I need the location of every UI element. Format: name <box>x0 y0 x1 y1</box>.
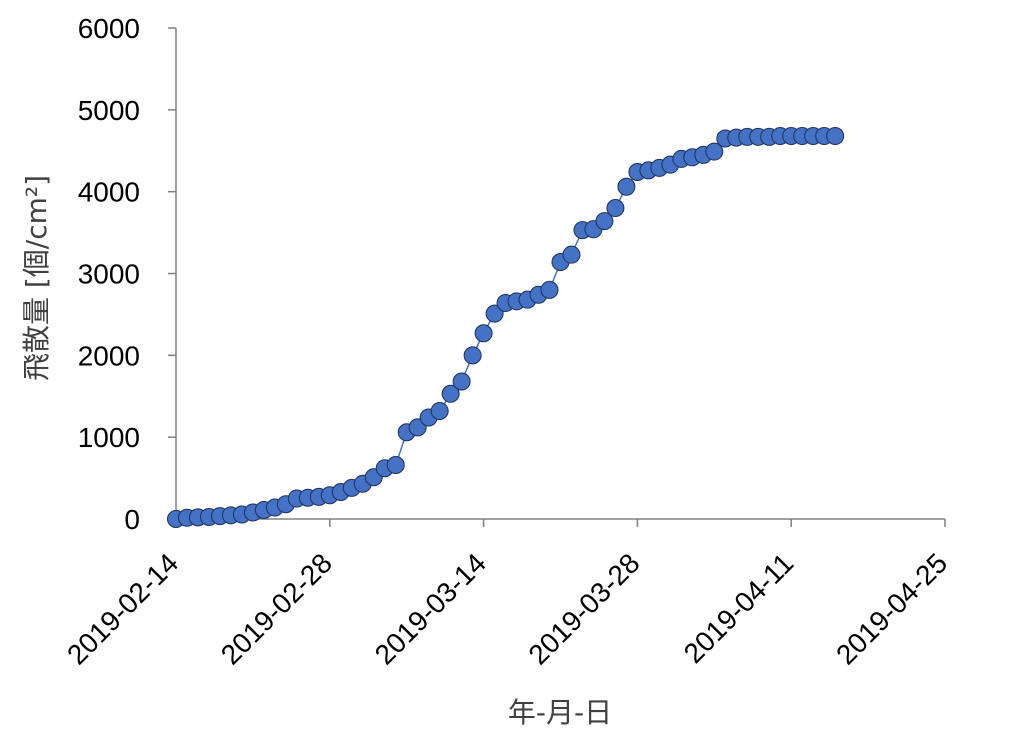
y-tick-label: 5000 <box>78 95 140 126</box>
y-tick-label: 2000 <box>78 340 140 371</box>
data-point <box>606 199 625 218</box>
x-ticks: 2019-02-14 2019-02-28 2019-03-14 2019-03-28… <box>61 519 953 671</box>
data-point <box>826 127 845 146</box>
data-point <box>452 372 471 391</box>
data-point <box>485 304 504 323</box>
y-ticks: 0 1000 2000 3000 4000 5000 6000 <box>78 13 176 535</box>
y-tick-label: 4000 <box>78 177 140 208</box>
x-tick-label: 2019-02-14 <box>61 547 184 670</box>
x-tick-label: 2019-04-25 <box>830 547 953 670</box>
data-point <box>430 401 449 420</box>
data-point <box>705 142 724 161</box>
data-point <box>474 324 493 343</box>
x-tick-label: 2019-03-14 <box>369 547 492 670</box>
axes <box>175 28 945 520</box>
x-tick-label: 2019-03-28 <box>522 547 645 670</box>
y-axis-title: 飛散量 [個/cm²] <box>20 175 53 381</box>
data-point <box>617 177 636 196</box>
y-tick-label: 1000 <box>78 422 140 453</box>
data-point <box>386 455 405 474</box>
data-point <box>540 280 559 299</box>
data-point <box>562 245 581 264</box>
data-point <box>441 384 460 403</box>
y-tick-label: 6000 <box>78 13 140 44</box>
data-point <box>463 346 482 365</box>
y-tick-label: 3000 <box>78 259 140 290</box>
y-tick-label: 0 <box>124 504 140 535</box>
x-tick-label: 2019-02-28 <box>215 547 338 670</box>
x-tick-label: 2019-04-11 <box>678 547 800 669</box>
series-line <box>175 135 836 520</box>
series-layer <box>167 127 845 528</box>
data-point <box>595 212 614 231</box>
x-axis-title: 年-月-日 <box>508 696 612 729</box>
